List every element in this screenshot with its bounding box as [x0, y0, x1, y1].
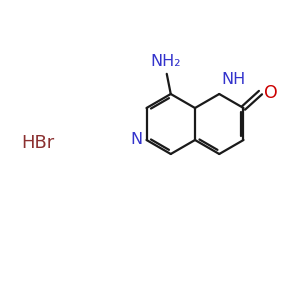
Text: HBr: HBr	[21, 134, 55, 152]
Text: NH: NH	[221, 72, 245, 87]
Text: O: O	[265, 84, 278, 102]
Text: N: N	[130, 133, 142, 148]
Text: NH₂: NH₂	[151, 54, 181, 69]
